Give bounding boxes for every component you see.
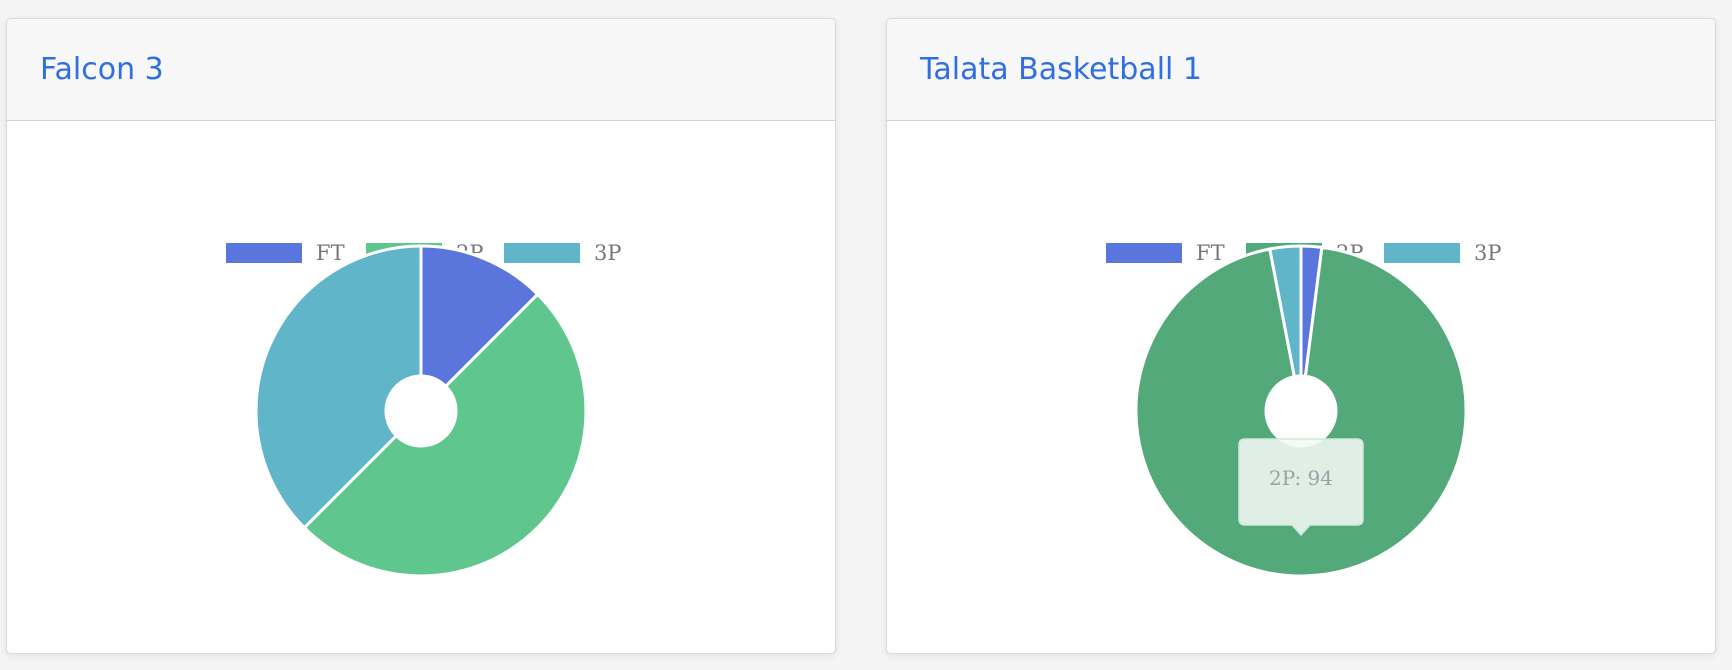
tooltip-text: 2P: 94 bbox=[1269, 466, 1333, 490]
pie-slice-2p[interactable] bbox=[302, 292, 588, 578]
pie-slice-3p[interactable] bbox=[1268, 244, 1303, 379]
legend-swatch bbox=[1106, 243, 1182, 263]
card-header: Falcon 3 bbox=[7, 19, 835, 121]
legend-label: FT bbox=[316, 241, 345, 265]
legend-item-ft[interactable]: FT bbox=[1106, 241, 1225, 265]
card-title: Falcon 3 bbox=[40, 52, 164, 87]
legend-label: 3P bbox=[594, 241, 622, 265]
legend-swatch bbox=[504, 243, 580, 263]
legend-label: 3P bbox=[1474, 241, 1502, 265]
legend-item-3p[interactable]: 3P bbox=[1384, 241, 1502, 265]
legend-item-3p[interactable]: 3P bbox=[504, 241, 622, 265]
legend-label: FT bbox=[1196, 241, 1225, 265]
tooltip-box bbox=[1238, 438, 1364, 537]
pie-slice-3p[interactable] bbox=[254, 244, 423, 530]
card-title: Talata Basketball 1 bbox=[920, 52, 1202, 87]
shot-breakdown-pie-chart[interactable]: FT2P3P bbox=[7, 121, 835, 653]
chart-tooltip: 2P: 94 bbox=[1238, 438, 1364, 537]
team-card-talata-basketball-1: Talata Basketball 1 FT2P3P2P: 94 bbox=[886, 18, 1716, 654]
legend-item-ft[interactable]: FT bbox=[226, 241, 345, 265]
card-header: Talata Basketball 1 bbox=[887, 19, 1715, 121]
shot-breakdown-pie-chart[interactable]: FT2P3P2P: 94 bbox=[887, 121, 1715, 653]
legend-swatch bbox=[1384, 243, 1460, 263]
legend-swatch bbox=[226, 243, 302, 263]
team-card-falcon-3: Falcon 3 FT2P3P bbox=[6, 18, 836, 654]
pie-slice-ft[interactable] bbox=[419, 244, 540, 389]
